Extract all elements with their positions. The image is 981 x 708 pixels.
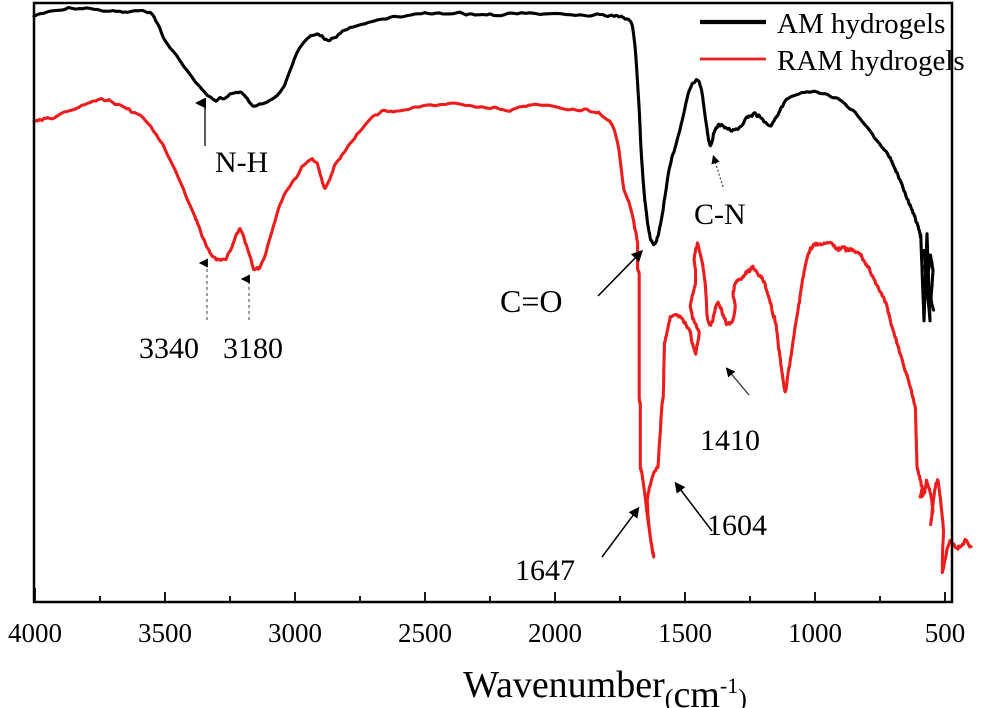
svg-text:1000: 1000 xyxy=(788,618,842,648)
svg-text:1604: 1604 xyxy=(707,509,767,542)
svg-text:3000: 3000 xyxy=(268,618,322,648)
svg-text:N-H: N-H xyxy=(215,146,268,179)
svg-text:2500: 2500 xyxy=(398,618,452,648)
svg-text:500: 500 xyxy=(925,618,966,648)
svg-text:3340: 3340 xyxy=(139,332,199,365)
svg-text:C=O: C=O xyxy=(500,283,563,319)
svg-text:RAM hydrogels: RAM hydrogels xyxy=(777,45,965,77)
svg-text:Wavenumber(cm-1): Wavenumber(cm-1) xyxy=(463,664,747,708)
svg-text:C-N: C-N xyxy=(694,198,746,231)
svg-text:3500: 3500 xyxy=(138,618,192,648)
svg-text:AM hydrogels: AM hydrogels xyxy=(777,8,945,40)
svg-text:4000: 4000 xyxy=(8,618,62,648)
svg-text:1500: 1500 xyxy=(658,618,712,648)
svg-text:1647: 1647 xyxy=(515,554,575,587)
svg-text:3180: 3180 xyxy=(223,332,283,365)
svg-text:1410: 1410 xyxy=(700,424,760,457)
svg-text:2000: 2000 xyxy=(528,618,582,648)
